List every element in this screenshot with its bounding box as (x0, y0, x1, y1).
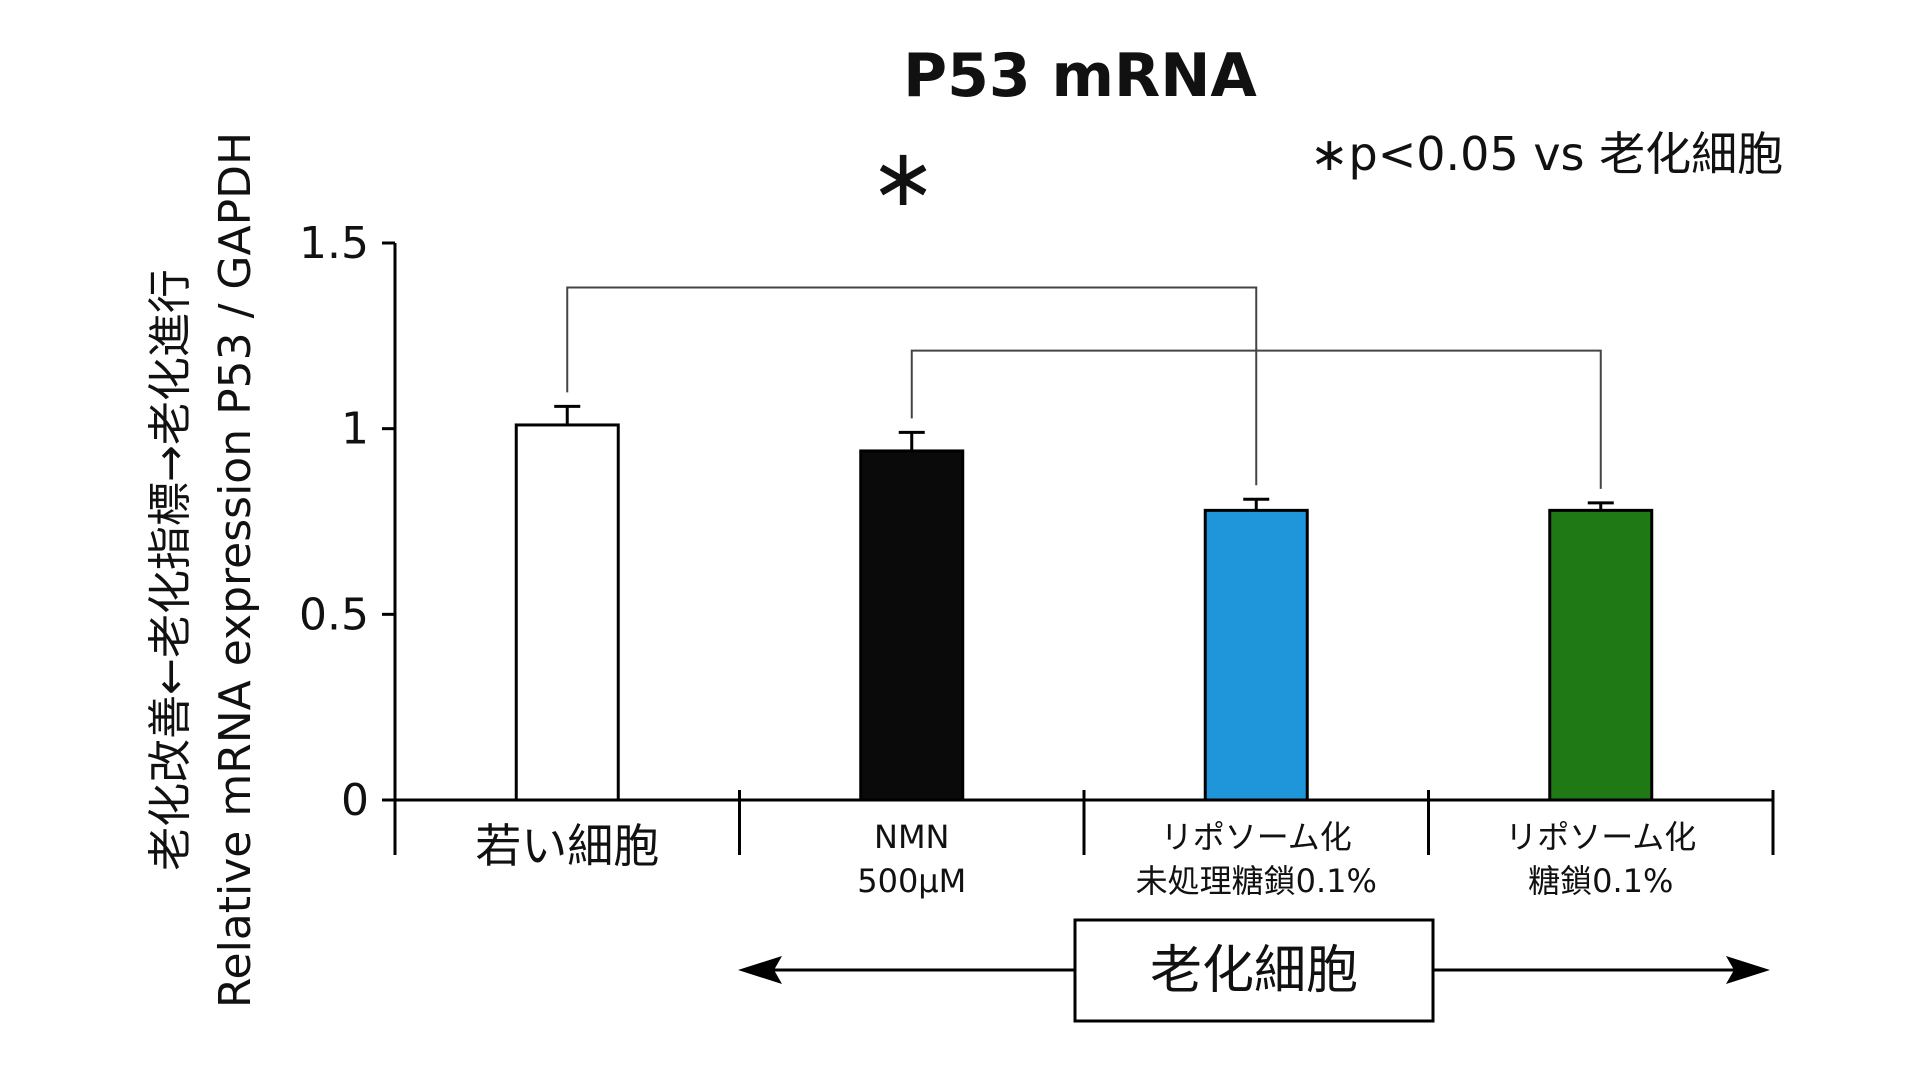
significance-mark: ∗ (869, 131, 936, 224)
aged-cells-group-indicator: 老化細胞 (738, 918, 1770, 1023)
x-category-label: NMN (874, 818, 949, 856)
y-axis-label-line1: 老化改善←老化指標→老化進行 (145, 269, 196, 871)
bar (1203, 508, 1309, 802)
chart-title: P53 mRNA (903, 41, 1257, 111)
y-tick-label: 1 (341, 404, 369, 455)
bar (1548, 508, 1654, 802)
group-label-box (1073, 918, 1435, 1023)
y-tick-label: 0.5 (299, 589, 369, 640)
y-axis-label-line2: Relative mRNA expression P53 / GAPDH (210, 132, 261, 1008)
bar (859, 449, 965, 802)
group-arrow-left-head (738, 956, 782, 984)
significance-bracket (566, 286, 1258, 486)
x-category-label: 若い細胞 (475, 819, 659, 873)
x-category-label: リポソーム化 (1161, 818, 1352, 856)
significance-note: ∗p<0.05 vs 老化細胞 (1310, 127, 1783, 181)
x-category-label: 500μM (857, 862, 966, 900)
y-tick-label: 1.5 (299, 218, 369, 269)
x-category-label: 未処理糖鎖0.1% (1136, 862, 1377, 900)
y-tick-label: 0 (341, 775, 369, 826)
group-arrow-right-head (1726, 956, 1770, 984)
group-label: 老化細胞 (1150, 941, 1358, 1001)
x-category-label: 糖鎖0.1% (1528, 862, 1673, 900)
significance-bracket (910, 349, 1602, 489)
bar (514, 423, 620, 802)
x-category-label: リポソーム化 (1505, 818, 1696, 856)
